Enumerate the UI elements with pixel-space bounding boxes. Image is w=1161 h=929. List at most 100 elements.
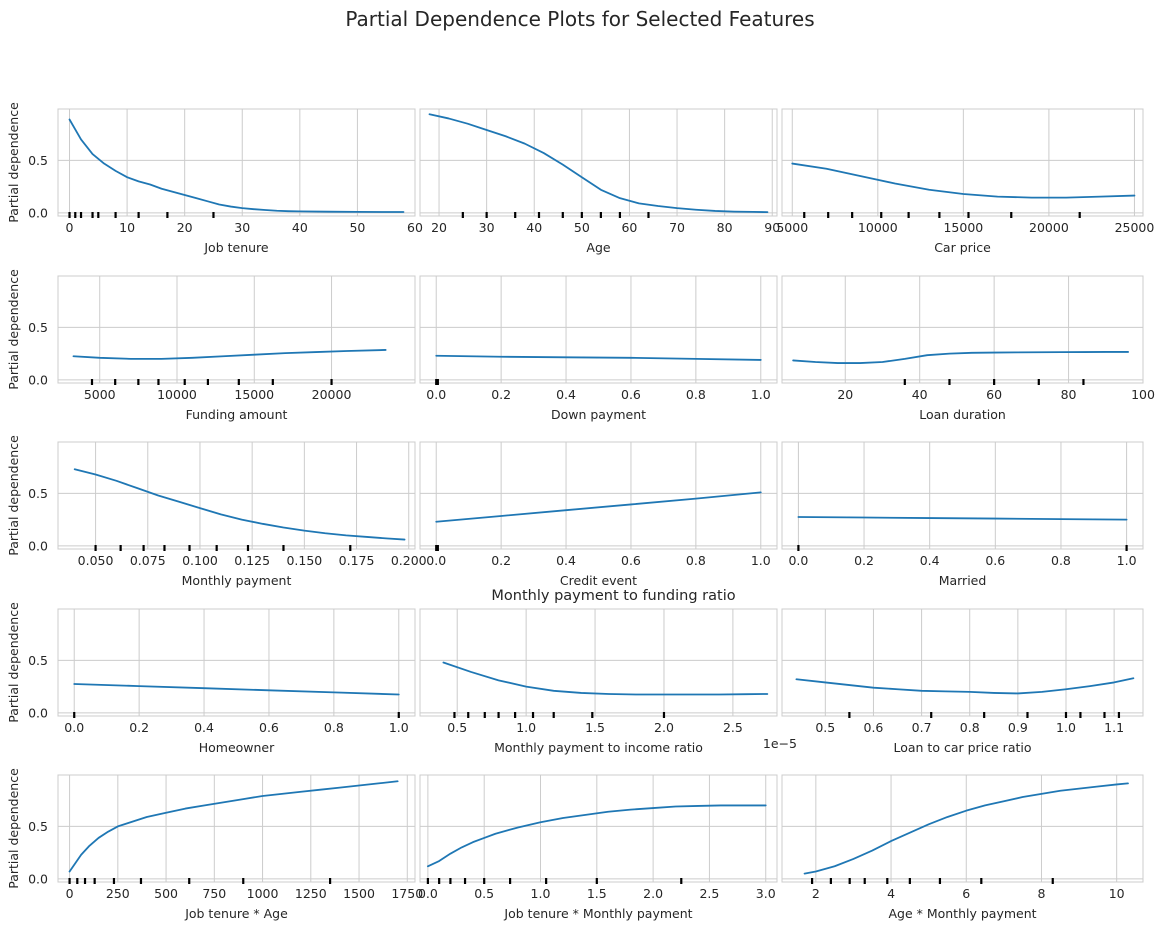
x-tick-label: 60 bbox=[407, 220, 423, 235]
x-tick-label: 0 bbox=[66, 886, 74, 901]
x-tick-label: 20 bbox=[431, 220, 447, 235]
x-tick-label: 0.0 bbox=[426, 387, 446, 402]
x-tick-label: 20 bbox=[177, 220, 193, 235]
x-tick-label: 70 bbox=[669, 220, 685, 235]
pd-line bbox=[73, 468, 406, 541]
x-tick-label: 750 bbox=[202, 886, 226, 901]
pd-line bbox=[72, 349, 387, 360]
axes-frame bbox=[57, 774, 416, 883]
x-tick-label: 0.2 bbox=[491, 553, 511, 568]
x-tick-label: 0.4 bbox=[920, 553, 940, 568]
x-tick-label: 0.2 bbox=[491, 387, 511, 402]
axes-frame bbox=[419, 108, 778, 217]
x-tick-label: 10000 bbox=[858, 220, 898, 235]
x-tick-label: 1.1 bbox=[1104, 720, 1124, 735]
x-axis-label: Credit event bbox=[560, 573, 637, 588]
x-tick-label: 1.0 bbox=[516, 720, 536, 735]
x-tick-label: 0.8 bbox=[324, 720, 344, 735]
pd-line bbox=[795, 677, 1135, 695]
x-tick-label: 40 bbox=[526, 220, 542, 235]
x-tick-label: 0.125 bbox=[234, 553, 270, 568]
x-tick-label: 0.0 bbox=[418, 886, 438, 901]
x-axis-label: Car price bbox=[934, 240, 991, 255]
axes-frame bbox=[419, 774, 778, 883]
x-tick-label: 1.0 bbox=[751, 387, 771, 402]
x-tick-label: 40 bbox=[292, 220, 308, 235]
x-tick-label: 0.8 bbox=[1051, 553, 1071, 568]
x-tick-label: 0.4 bbox=[556, 553, 576, 568]
pd-line bbox=[435, 354, 762, 361]
x-tick-label: 15000 bbox=[234, 387, 274, 402]
x-tick-label: 10 bbox=[1109, 886, 1125, 901]
x-tick-label: 0.7 bbox=[912, 720, 932, 735]
axes-frame bbox=[781, 608, 1144, 717]
x-tick-label: 0.9 bbox=[1008, 720, 1028, 735]
x-tick-label: 8 bbox=[1037, 886, 1045, 901]
x-tick-label: 40 bbox=[912, 387, 928, 402]
x-axis-label: Loan duration bbox=[919, 407, 1006, 422]
x-tick-label: 0.6 bbox=[621, 387, 641, 402]
subplot-1: 0 10 20 30 40 50 60 0.0 0.5 Job tenure Partial dep… bbox=[6, 102, 423, 255]
x-tick-label: 250 bbox=[106, 886, 130, 901]
x-tick-label: 0.5 bbox=[815, 720, 835, 735]
x-tick-label: 90 bbox=[764, 220, 780, 235]
pd-line bbox=[797, 516, 1128, 521]
x-axis-label: Job tenure * Monthly payment bbox=[503, 906, 692, 921]
subplot-12: 0.5 0.6 0.7 0.8 0.9 1.0 1.1 Loan to car price r… bbox=[781, 608, 1144, 755]
x-tick-label: 2.0 bbox=[654, 720, 674, 735]
x-tick-label: 0.175 bbox=[339, 553, 375, 568]
x-axis-label: Monthly payment bbox=[182, 573, 292, 588]
subplot-8: 0.0 0.2 0.4 0.6 0.8 1.0 Credit event bbox=[419, 441, 778, 588]
pd-line bbox=[791, 162, 1136, 199]
x-tick-label: 1.0 bbox=[531, 886, 551, 901]
y-axis-label: Partial dependence bbox=[6, 435, 21, 556]
y-axis-label: Partial dependence bbox=[6, 102, 21, 223]
axes-frame bbox=[57, 108, 416, 217]
pd-line bbox=[68, 780, 399, 873]
x-tick-label: 0.075 bbox=[130, 553, 166, 568]
x-tick-label: 20000 bbox=[1029, 220, 1069, 235]
x-axis-label: Down payment bbox=[551, 407, 646, 422]
subplot-title: Monthly payment to funding ratio bbox=[491, 588, 735, 604]
axes-frame bbox=[57, 608, 416, 717]
x-axis-label: Job tenure * Age bbox=[184, 906, 288, 921]
subplot-14: 0.0 0.5 1.0 1.5 2.0 2.5 3.0 Job tenure * Monthl… bbox=[418, 774, 778, 921]
y-axis-label: Partial dependence bbox=[6, 602, 21, 723]
y-axis-label: Partial dependence bbox=[6, 269, 21, 390]
x-tick-label: 30 bbox=[234, 220, 250, 235]
x-tick-label: 2.5 bbox=[699, 886, 719, 901]
x-tick-label: 1.0 bbox=[751, 553, 771, 568]
pd-line bbox=[435, 491, 762, 523]
y-tick-label: 0.0 bbox=[28, 705, 48, 720]
x-tick-label: 4 bbox=[887, 886, 895, 901]
x-tick-label: 1.0 bbox=[389, 720, 409, 735]
x-tick-label: 0.6 bbox=[985, 553, 1005, 568]
subplot-2: 20 30 40 50 60 70 80 90 Age bbox=[419, 108, 780, 255]
x-axis-offset: 1e−5 bbox=[763, 736, 797, 751]
x-tick-label: 1.0 bbox=[1056, 720, 1076, 735]
x-tick-label: 1.5 bbox=[585, 720, 605, 735]
axes-frame bbox=[781, 108, 1144, 217]
axes-frame bbox=[419, 275, 778, 384]
y-tick-label: 0.5 bbox=[28, 653, 48, 668]
x-tick-label: 0.0 bbox=[788, 553, 808, 568]
subplot-6: 20 40 60 80 100 Loan duration bbox=[781, 275, 1155, 422]
subplot-15: 2 4 6 8 10 Age * Monthly payment bbox=[781, 774, 1144, 921]
x-tick-label: 1250 bbox=[295, 886, 327, 901]
axes-frame bbox=[781, 774, 1144, 883]
x-tick-label: 5000 bbox=[84, 387, 116, 402]
x-tick-label: 0.2 bbox=[854, 553, 874, 568]
x-tick-label: 0.200 bbox=[391, 553, 427, 568]
y-tick-label: 0.5 bbox=[28, 153, 48, 168]
x-tick-label: 0.050 bbox=[78, 553, 114, 568]
axes-frame bbox=[781, 441, 1144, 550]
x-tick-label: 0 bbox=[66, 220, 74, 235]
y-tick-label: 0.5 bbox=[28, 320, 48, 335]
pd-line bbox=[68, 118, 405, 213]
y-tick-label: 0.0 bbox=[28, 205, 48, 220]
x-tick-label: 0.8 bbox=[686, 387, 706, 402]
x-tick-label: 0.5 bbox=[447, 720, 467, 735]
x-tick-label: 2.5 bbox=[723, 720, 743, 735]
